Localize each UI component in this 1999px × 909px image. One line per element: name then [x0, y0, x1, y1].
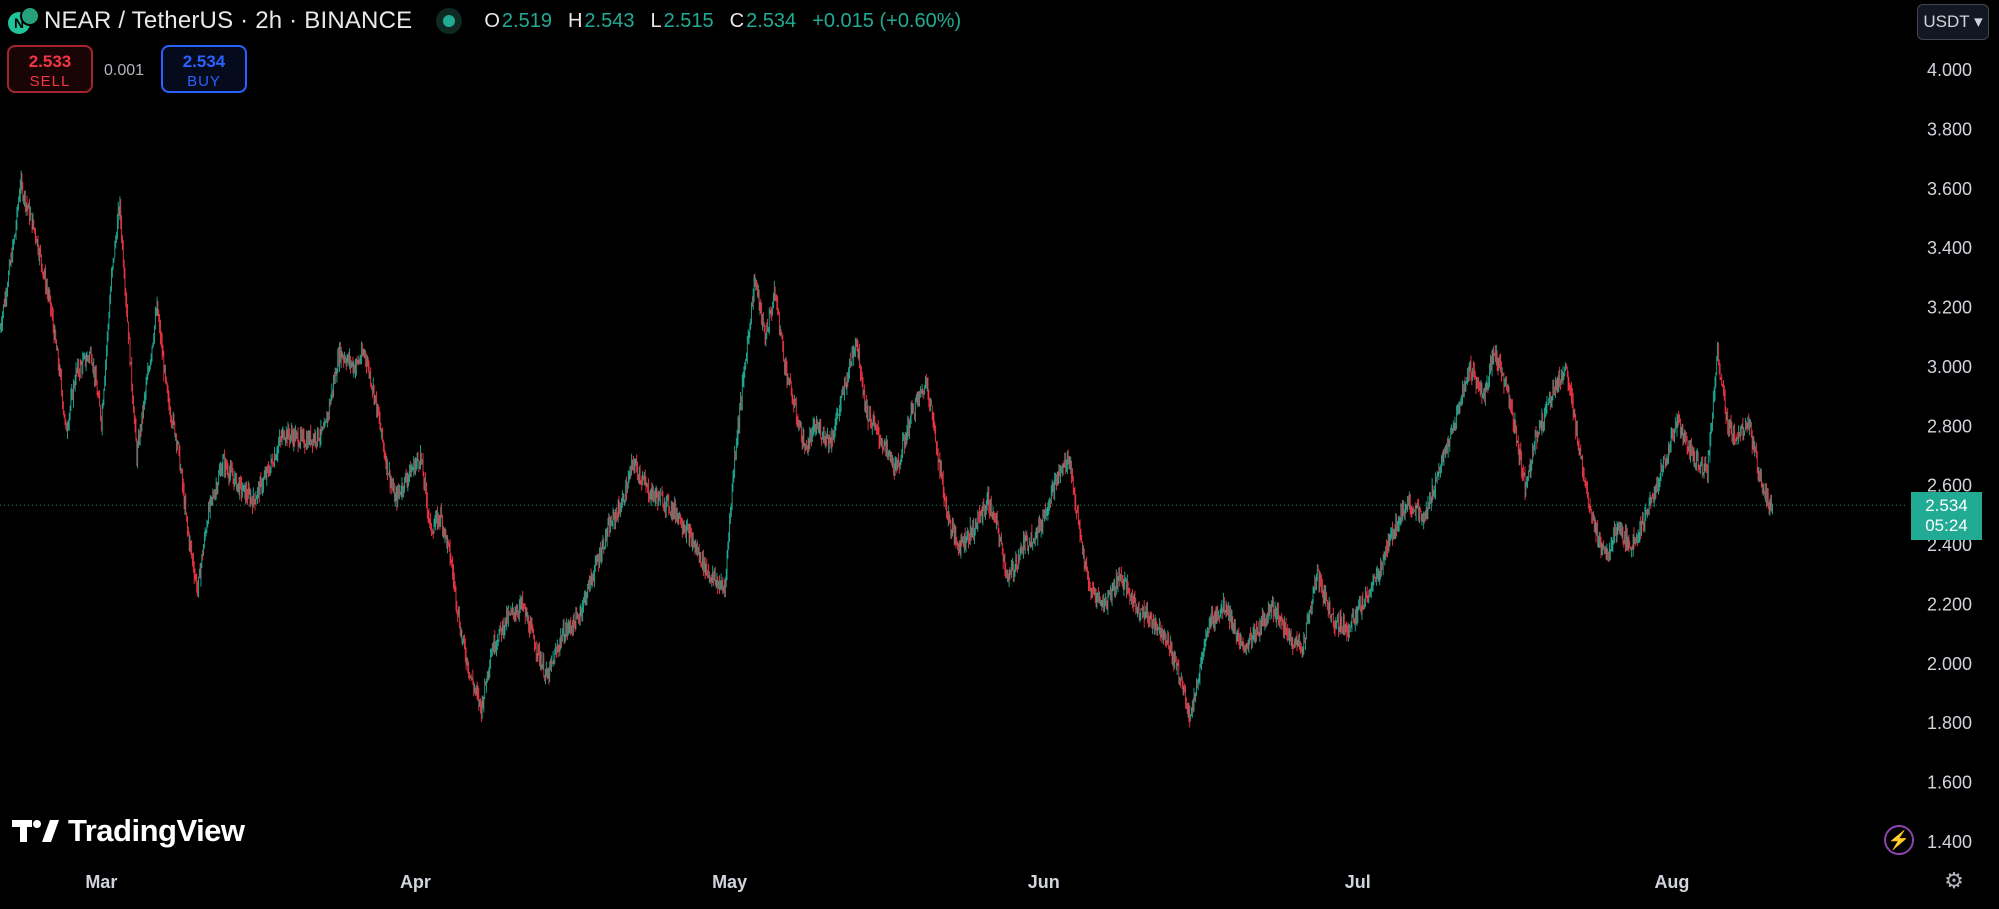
buy-label: BUY: [187, 73, 221, 90]
low-value: 2.515: [663, 9, 714, 32]
ohlc-legend: O 2.519 H 2.543 L 2.515 C 2.534 +0.015 (+0.6…: [484, 10, 961, 33]
y-tick-label: 2.800: [1927, 416, 1972, 436]
change-value: +0.015 (+0.60%): [812, 9, 962, 32]
spread-value: 0.001: [104, 62, 145, 79]
x-tick-label: Aug: [1654, 872, 1689, 892]
x-tick-label: Apr: [400, 872, 431, 892]
bar-countdown: 05:24: [1925, 516, 1968, 535]
y-tick-label: 1.400: [1927, 832, 1972, 852]
price-axis[interactable]: 4.000 3.800 3.600 3.400 3.200 3.000 2.800 2.600…: [1927, 60, 1972, 852]
y-tick-label: 2.600: [1927, 476, 1972, 496]
lightning-icon[interactable]: ⚡: [1884, 825, 1914, 855]
y-tick-label: 1.600: [1927, 773, 1972, 793]
x-tick-label: Jul: [1345, 872, 1371, 892]
x-tick-label: May: [712, 872, 747, 892]
sell-button[interactable]: 2.533 SELL: [7, 45, 93, 93]
open-label: O: [484, 9, 500, 32]
currency-selector[interactable]: USDT ▾: [1917, 4, 1989, 40]
high-value: 2.543: [584, 9, 635, 32]
near-tether-pair-icon: N: [6, 6, 40, 36]
tradingview-logo[interactable]: TradingView: [12, 813, 245, 849]
high-label: H: [567, 9, 583, 32]
low-label: L: [650, 9, 662, 32]
sell-label: SELL: [29, 73, 71, 90]
last-price-value: 2.534: [1925, 496, 1968, 515]
buy-price: 2.534: [182, 52, 226, 71]
candles-layer: [0, 170, 1773, 728]
y-tick-label: 3.800: [1927, 119, 1972, 139]
tether-logo-icon: [20, 6, 40, 26]
open-value: 2.519: [501, 9, 552, 32]
y-tick-label: 3.400: [1927, 238, 1972, 258]
y-tick-label: 3.200: [1927, 298, 1972, 318]
last-price-tag: 2.534 05:24: [1911, 492, 1982, 540]
y-tick-label: 4.000: [1927, 60, 1972, 80]
y-tick-label: 2.200: [1927, 594, 1972, 614]
time-axis[interactable]: Mar Apr May Jun Jul Aug: [85, 872, 1689, 892]
market-status-icon[interactable]: [436, 8, 463, 34]
y-tick-label: 2.400: [1927, 535, 1972, 555]
chart-header: N NEAR / TetherUS · 2h · BINANCE O 2.519 …: [6, 6, 961, 36]
settings-gear-icon[interactable]: ⚙: [1944, 868, 1964, 893]
symbol-title[interactable]: NEAR / TetherUS · 2h · BINANCE: [44, 7, 413, 34]
y-tick-label: 3.000: [1927, 357, 1972, 377]
x-tick-label: Jun: [1028, 872, 1060, 892]
y-tick-label: 2.000: [1927, 654, 1972, 674]
y-tick-label: 3.600: [1927, 179, 1972, 199]
close-label: C: [729, 9, 745, 32]
tradingview-logo-icon: [12, 820, 59, 842]
sell-price: 2.533: [28, 52, 72, 71]
y-tick-label: 1.800: [1927, 713, 1972, 733]
x-tick-label: Mar: [85, 872, 117, 892]
close-value: 2.534: [746, 9, 797, 32]
buy-button[interactable]: 2.534 BUY: [161, 45, 247, 93]
logo-text: TradingView: [68, 813, 245, 848]
